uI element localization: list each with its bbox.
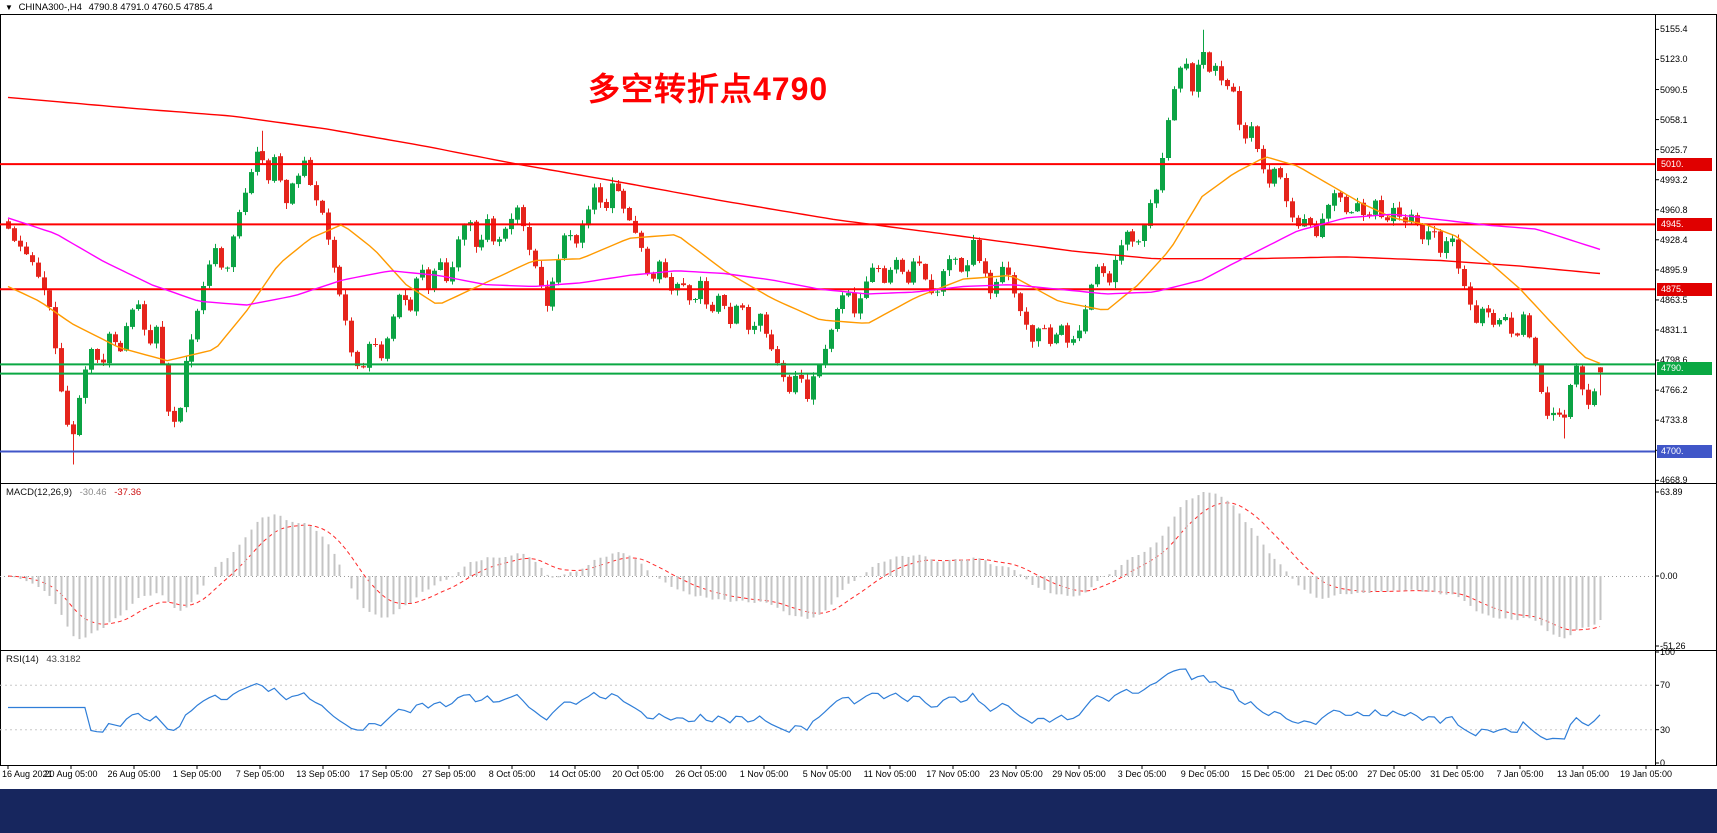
ma-red-line (7, 96, 1601, 275)
time-axis-label: 17 Sep 05:00 (359, 769, 413, 779)
symbol-toolbar: ▼ CHINA300-,H4 4790.8 4791.0 4760.5 4785… (5, 2, 217, 13)
time-axis-label: 1 Sep 05:00 (172, 769, 222, 779)
chart-annotation-text: 多空转折点4790 (588, 71, 829, 107)
time-axis-label: 27 Sep 05:00 (422, 769, 476, 779)
rsi-axis-label: 70 (1660, 680, 1671, 691)
time-axis-label: 9 Dec 05:00 (1180, 769, 1230, 779)
rsi-panel (0, 668, 1655, 741)
time-axis-label: 19 Jan 05:00 (1619, 769, 1673, 779)
price-axis-label: 5155.4 (1660, 24, 1688, 35)
price-axis-label: 5025.7 (1660, 144, 1688, 155)
time-axis-label: 16 Aug 2021 (2, 769, 53, 779)
macd-panel (0, 502, 1655, 631)
chart-frame (0, 14, 1717, 766)
symbol-period-label: CHINA300-,H4 (18, 2, 82, 13)
price-axis-label: 4863.5 (1660, 294, 1688, 305)
price-tag: 4875. (1657, 282, 1712, 296)
moving-averages (7, 96, 1601, 365)
rsi-indicator-label: RSI(14) (6, 654, 39, 665)
rsi-value: 43.3182 (46, 654, 81, 665)
time-axis-label: 1 Nov 05:00 (739, 769, 789, 779)
time-axis-label: 21 Dec 05:00 (1304, 769, 1358, 779)
price-tag: 4700. (1657, 444, 1712, 458)
time-axis-label: 13 Jan 05:00 (1556, 769, 1610, 779)
price-axis-label: 4993.2 (1660, 174, 1688, 185)
price-axis-label: 4733.8 (1660, 415, 1688, 426)
price-tag: 4790. (1657, 361, 1712, 375)
price-axis-label: 4668.9 (1660, 475, 1688, 486)
ma-orange-line (7, 156, 1601, 365)
time-axis-label: 27 Dec 05:00 (1367, 769, 1421, 779)
time-axis-label: 20 Oct 05:00 (612, 769, 664, 779)
time-axis-label: 8 Oct 05:00 (488, 769, 536, 779)
rsi-line (8, 668, 1601, 741)
price-axis-label: 5090.5 (1660, 84, 1688, 95)
price-tag: 5010. (1657, 157, 1712, 171)
time-axis-label: 7 Sep 05:00 (235, 769, 285, 779)
macd-axis-label: -51.26 (1660, 641, 1686, 651)
time-axis-label: 20 Aug 05:00 (44, 769, 98, 779)
macd-indicator-label: MACD(12,26,9) (6, 487, 72, 498)
macd-axis-label: 63.89 (1660, 487, 1683, 497)
time-axis-label: 14 Oct 05:00 (549, 769, 601, 779)
rsi-axis-label: 30 (1660, 724, 1671, 735)
macd-axis-label: 0.00 (1660, 571, 1678, 581)
macd-main-value: -30.46 (79, 487, 107, 498)
price-axis-label: 4960.8 (1660, 204, 1688, 215)
time-axis-label: 7 Jan 05:00 (1496, 769, 1544, 779)
price-axis-label: 4766.2 (1660, 385, 1688, 396)
price-axis-label: 4928.4 (1660, 234, 1688, 245)
price-axis-label: 4798.6 (1660, 355, 1688, 366)
macd-indicator-header: MACD(12,26,9) -30.46 -37.36 (6, 487, 146, 498)
rsi-indicator-header: RSI(14) 43.3182 (6, 654, 86, 665)
symbol-dropdown-icon[interactable]: ▼ (5, 3, 13, 12)
price-axis-label: 5123.0 (1660, 54, 1688, 65)
time-axis-label: 23 Nov 05:00 (989, 769, 1043, 779)
time-axis-label: 29 Nov 05:00 (1052, 769, 1106, 779)
symbol-quote-ohlc: 4790.8 4791.0 4760.5 4785.4 (88, 2, 213, 13)
rsi-axis-label: 0 (1660, 758, 1666, 768)
time-axis-label: 5 Nov 05:00 (802, 769, 852, 779)
axis-ticks (7, 28, 1659, 769)
macd-signal-value: -37.36 (114, 487, 142, 498)
price-tag: 4945. (1657, 217, 1712, 231)
time-axis-label: 15 Dec 05:00 (1241, 769, 1295, 779)
price-axis-label: 4831.1 (1660, 324, 1688, 335)
time-axis-label: 26 Aug 05:00 (107, 769, 161, 779)
time-axis-label: 31 Dec 05:00 (1430, 769, 1484, 779)
time-axis-label: 3 Dec 05:00 (1117, 769, 1167, 779)
time-axis-label: 26 Oct 05:00 (675, 769, 727, 779)
rsi-axis-label: 100 (1660, 647, 1676, 657)
price-axis-label: 5058.1 (1660, 114, 1688, 125)
taskbar (0, 789, 1717, 833)
time-axis-label: 11 Nov 05:00 (863, 769, 917, 779)
price-axis-label: 4895.9 (1660, 264, 1688, 275)
macd-signal-line (7, 502, 1601, 631)
time-axis-label: 17 Nov 05:00 (926, 769, 980, 779)
macd-histogram (13, 492, 1602, 640)
time-axis-label: 13 Sep 05:00 (296, 769, 350, 779)
ma-magenta-line (7, 213, 1601, 306)
